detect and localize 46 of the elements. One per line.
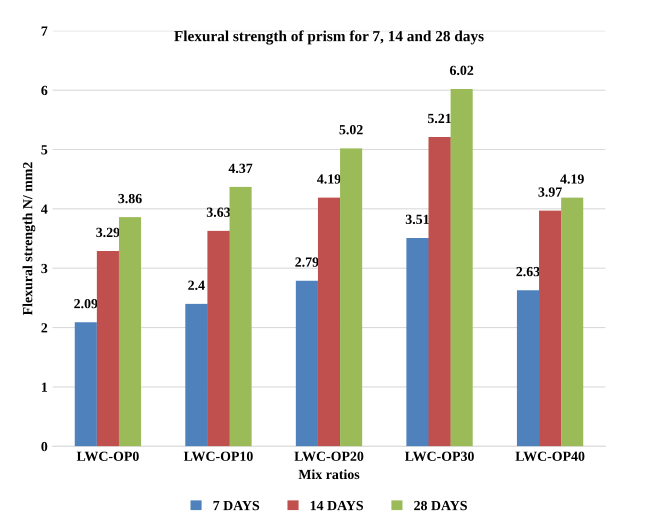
data-label: 5.02 (340, 125, 363, 134)
data-label: 2.4 (188, 280, 205, 290)
bar (516, 290, 540, 446)
bar (406, 238, 428, 446)
y-tick-label: 7 (42, 26, 48, 36)
y-tick-label: 3 (41, 264, 48, 274)
bar (207, 230, 230, 446)
y-tick-label: 5 (41, 145, 48, 154)
y-tick-label: 1 (42, 382, 48, 392)
x-tick-label: LWC-OP10 (184, 452, 253, 462)
x-tick-label: LWC-OP40 (515, 452, 584, 462)
data-label: 4.19 (560, 174, 584, 184)
y-tick-label: 4 (41, 204, 48, 214)
bar (539, 210, 562, 446)
data-label: 5.21 (428, 114, 451, 124)
bar (450, 88, 473, 446)
data-label: 6.02 (450, 66, 474, 76)
x-axis-title: Mix ratios (298, 469, 360, 480)
y-tick-label: 2 (41, 323, 48, 332)
data-label: 3.97 (538, 187, 562, 197)
x-tick-label: LWC-OP0 (76, 452, 139, 462)
data-label: 3.29 (96, 228, 120, 238)
bar (230, 186, 252, 446)
legend-label: 28 DAYS (414, 500, 467, 510)
data-label: 3.86 (118, 194, 142, 204)
data-label: 4.37 (228, 164, 252, 174)
bar (185, 304, 208, 446)
bar (296, 280, 318, 446)
bar (428, 137, 451, 446)
y-axis-title: Flexural strength N/ mm2 (22, 162, 36, 316)
legend-label: 14 DAYS (310, 500, 364, 510)
chart-title: Flexural strength of prism for 7, 14 and 28 days (174, 30, 484, 45)
bar (340, 148, 362, 446)
bar (96, 251, 119, 446)
bar (318, 198, 340, 446)
bar (74, 322, 97, 446)
x-tick-label: LWC-OP30 (404, 452, 474, 462)
y-tick-label: 0 (41, 442, 48, 452)
data-label: 2.09 (74, 298, 98, 308)
data-label: 2.79 (295, 257, 319, 267)
legend-label: 7 DAYS (214, 500, 260, 510)
data-label: 3.51 (406, 214, 429, 224)
bar (118, 217, 142, 446)
bar (561, 198, 584, 446)
x-tick-label: LWC-OP20 (294, 452, 364, 462)
y-tick-label: 6 (41, 86, 48, 96)
